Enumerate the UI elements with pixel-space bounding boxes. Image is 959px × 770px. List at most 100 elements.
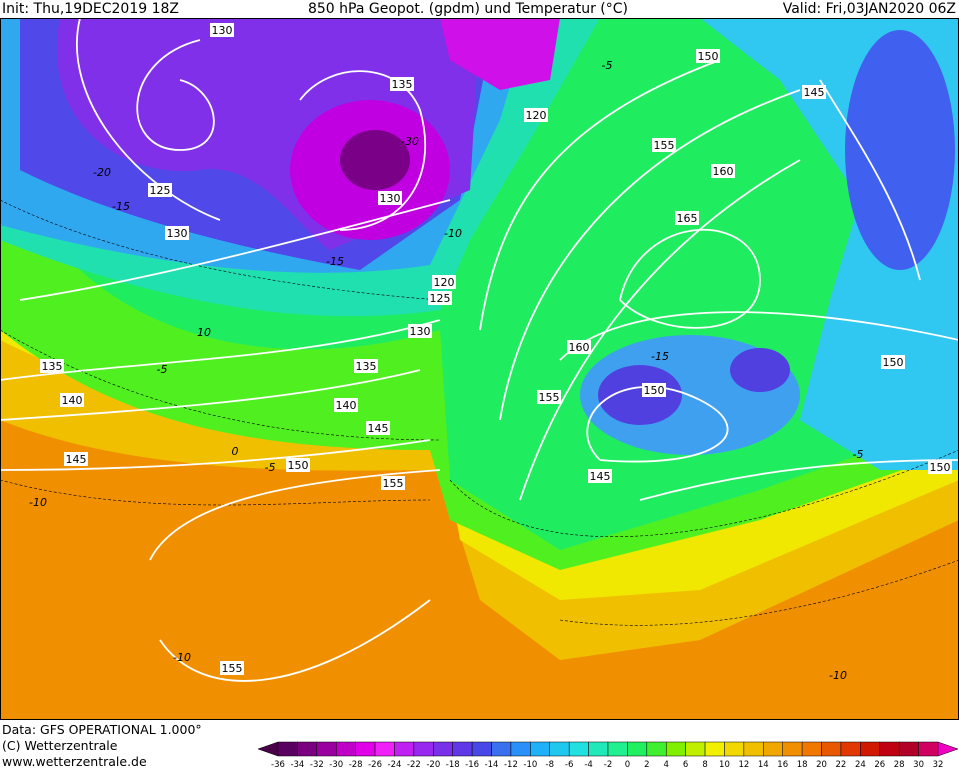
geopotential-label: 135 bbox=[42, 360, 63, 373]
geopotential-label: 150 bbox=[883, 356, 904, 369]
temperature-label: -15 bbox=[112, 200, 130, 213]
colorbar-tick-label: -34 bbox=[290, 760, 304, 770]
label-box bbox=[537, 390, 561, 404]
temperature-label: -15 bbox=[326, 255, 344, 268]
colorbar-tick-label: -22 bbox=[407, 760, 421, 770]
colorbar-segment bbox=[860, 741, 881, 757]
geopotential-label: 130 bbox=[410, 325, 431, 338]
geopotential-label: 125 bbox=[430, 292, 451, 305]
geopotential-label: 120 bbox=[526, 109, 547, 122]
temperature-label: -5 bbox=[157, 363, 168, 376]
geopotential-label: 165 bbox=[677, 212, 698, 225]
colorbar-tick-label: -12 bbox=[504, 760, 518, 770]
label-box bbox=[588, 469, 612, 483]
label-box bbox=[642, 383, 666, 397]
valid-time: Valid: Fri,03JAN2020 06Z bbox=[783, 1, 956, 17]
colorbar-tick-label: -24 bbox=[388, 760, 402, 770]
colorbar-segment bbox=[685, 741, 706, 757]
label-box bbox=[567, 340, 591, 354]
colorbar-segment bbox=[277, 741, 298, 757]
colorbar-segment bbox=[316, 741, 337, 757]
geopotential-label: 135 bbox=[392, 78, 413, 91]
label-box bbox=[408, 324, 432, 338]
label-box bbox=[334, 398, 358, 412]
colorbar-tick-label: 28 bbox=[894, 760, 905, 770]
colorbar-tick-label: -30 bbox=[329, 760, 343, 770]
zone bbox=[730, 348, 790, 392]
website: www.wetterzentrale.de bbox=[2, 754, 147, 769]
colorbar-tick-label: -2 bbox=[604, 760, 612, 770]
geopotential-label: 130 bbox=[167, 227, 188, 240]
colorbar-segment bbox=[433, 741, 453, 757]
temperature-label: -5 bbox=[853, 448, 864, 461]
colorbar-segment bbox=[840, 741, 861, 757]
colorbar-tick-label: -6 bbox=[565, 760, 573, 770]
temperature-label: -15 bbox=[651, 350, 669, 363]
colorbar-tick-label: -36 bbox=[271, 760, 285, 770]
colorbar-segment bbox=[724, 741, 745, 757]
label-box bbox=[64, 452, 88, 466]
label-box bbox=[220, 661, 244, 675]
geopotential-label: 125 bbox=[150, 184, 171, 197]
label-box bbox=[381, 476, 405, 490]
label-box bbox=[928, 460, 952, 474]
colorbar-segment bbox=[704, 741, 725, 757]
colorbar-tick-label: 20 bbox=[816, 760, 827, 770]
colorbar-segment bbox=[898, 741, 919, 757]
colorbar-tick-label: 32 bbox=[933, 760, 944, 770]
label-box bbox=[165, 226, 189, 240]
temperature-label: -10 bbox=[29, 496, 47, 509]
geopotential-label: 150 bbox=[644, 384, 665, 397]
colorbar-tick-label: 12 bbox=[738, 760, 749, 770]
label-box bbox=[652, 138, 676, 152]
label-box bbox=[696, 49, 720, 63]
label-box bbox=[60, 393, 84, 407]
colorbar-segment bbox=[471, 741, 492, 757]
colorbar-segment bbox=[452, 741, 473, 757]
zone bbox=[340, 130, 410, 190]
colorbar-segment bbox=[568, 741, 589, 757]
label-box bbox=[148, 183, 172, 197]
colorbar-segment bbox=[782, 741, 803, 757]
geopotential-label: 140 bbox=[336, 399, 357, 412]
colorbar-segment bbox=[588, 741, 609, 757]
colorbar-tick-label: 14 bbox=[758, 760, 769, 770]
colorbar-segment bbox=[335, 741, 356, 757]
geopotential-label: 120 bbox=[434, 276, 455, 289]
colorbar-segment bbox=[355, 741, 376, 757]
colorbar-segment bbox=[801, 741, 822, 757]
geopotential-label: 155 bbox=[222, 662, 243, 675]
label-box bbox=[881, 355, 905, 369]
colorbar-tick-label: 26 bbox=[874, 760, 885, 770]
temperature-labels: -30 -20 -15 -10 -15 -5 10 -5 0 -5 -10 -10 -10 -15 -5 bbox=[29, 59, 863, 682]
label-box bbox=[354, 359, 378, 373]
colorbar-segment bbox=[763, 741, 783, 757]
temperature-label: -10 bbox=[173, 651, 191, 664]
colorbar-tick-label: 0 bbox=[625, 760, 630, 770]
geopotential-labels: 130 135 120 150 145 155 160 165 125 130 130 120 125 1… bbox=[40, 23, 952, 675]
colorbar-tick-label: 22 bbox=[836, 760, 847, 770]
map-field: 130 135 120 150 145 155 160 165 125 130 130 120 125 1… bbox=[0, 18, 959, 720]
geopotential-label: 150 bbox=[288, 459, 309, 472]
geopotential-label: 140 bbox=[62, 394, 83, 407]
colorbar-segment bbox=[413, 741, 434, 757]
colorbar-tick-label: 18 bbox=[797, 760, 808, 770]
geopotential-label: 135 bbox=[356, 360, 377, 373]
temperature-label: -5 bbox=[602, 59, 613, 72]
colorbar-tick-label: -26 bbox=[368, 760, 382, 770]
colorbar-tick-label: -10 bbox=[523, 760, 537, 770]
init-time: Init: Thu,19DEC2019 18Z bbox=[2, 1, 179, 17]
zone bbox=[845, 30, 955, 270]
label-box bbox=[675, 211, 699, 225]
label-box bbox=[390, 77, 414, 91]
label-box bbox=[428, 291, 452, 305]
colorbar: -36 -34 -32 -30 -28 -26 -24 -22 -20 -18 -16 -14 -12-… bbox=[257, 741, 959, 770]
temperature-label: 10 bbox=[197, 326, 211, 339]
geopotential-label: 145 bbox=[804, 86, 825, 99]
colorbar-arrow bbox=[937, 741, 959, 757]
colorbar-tick-label: 2 bbox=[644, 760, 649, 770]
colorbar-segment bbox=[879, 741, 900, 757]
geopotential-label: 145 bbox=[66, 453, 87, 466]
label-box bbox=[711, 164, 735, 178]
